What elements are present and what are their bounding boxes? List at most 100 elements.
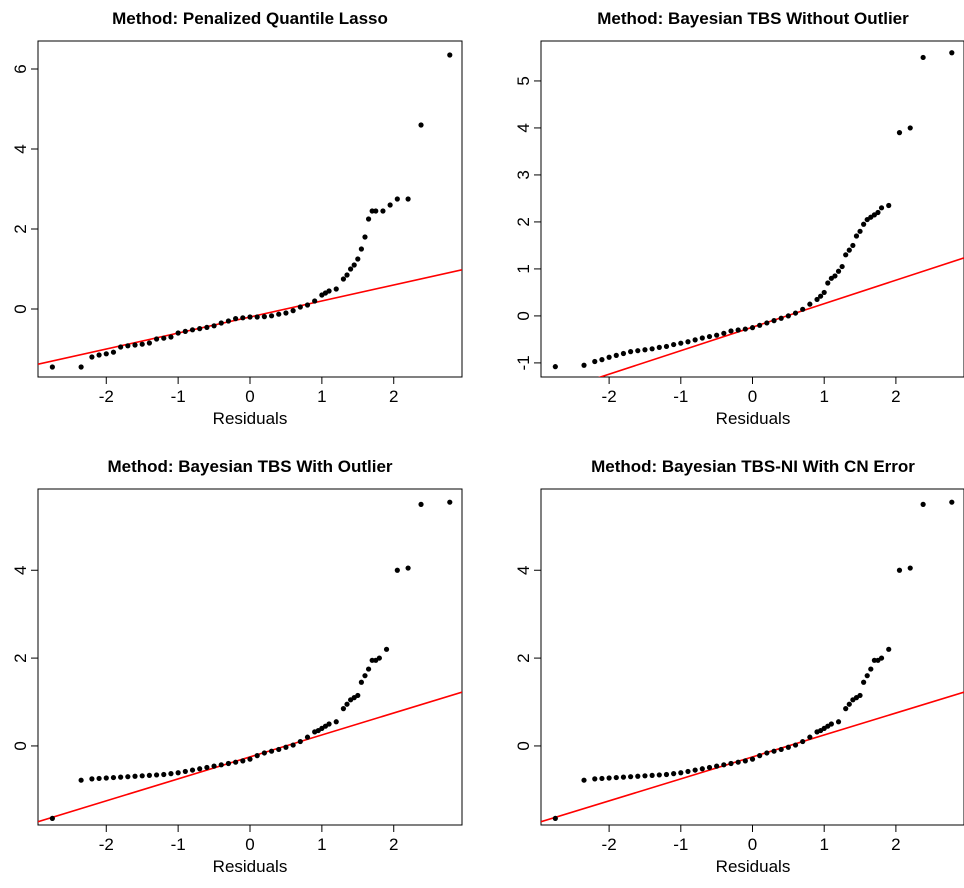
data-point (132, 342, 138, 348)
data-point (606, 775, 612, 781)
data-point (118, 774, 124, 780)
data-point (853, 233, 860, 239)
x-tick-label: -2 (99, 835, 114, 854)
data-point (706, 333, 713, 340)
y-tick-label: -1 (514, 355, 533, 370)
data-point (182, 328, 188, 334)
data-point (168, 771, 174, 777)
data-point (189, 327, 196, 333)
data-point (380, 208, 386, 214)
data-point (828, 721, 834, 727)
data-point (656, 344, 662, 350)
data-point (663, 771, 670, 778)
data-point (599, 357, 605, 363)
data-point (843, 706, 849, 712)
data-point (110, 349, 117, 355)
data-point (344, 272, 350, 278)
data-point (304, 734, 311, 740)
data-point (276, 746, 282, 753)
data-point (139, 773, 145, 779)
data-point (161, 771, 167, 778)
data-point (818, 293, 824, 299)
data-point (182, 768, 188, 775)
data-point (635, 348, 641, 354)
x-tick-label: -1 (171, 835, 186, 854)
data-point (757, 322, 763, 328)
data-point (405, 565, 411, 571)
data-point (656, 772, 662, 778)
data-point (103, 351, 109, 357)
data-point (340, 706, 347, 712)
panel-bayesian-tbs-with-outlier: Method: Bayesian TBS With Outlier Residu… (11, 457, 463, 876)
data-point (211, 323, 217, 329)
data-point (832, 273, 838, 279)
data-point (233, 316, 239, 322)
data-point (857, 228, 863, 234)
x-tick-label: -2 (99, 387, 114, 406)
data-point (340, 276, 347, 282)
y-tick-label: 1 (514, 264, 533, 273)
data-point (735, 327, 741, 333)
data-point (297, 738, 303, 745)
data-point (764, 750, 770, 756)
data-point (620, 774, 627, 780)
y-tick-label: 0 (514, 311, 533, 320)
data-point (871, 657, 877, 663)
data-point (843, 252, 849, 258)
x-tick-label: 2 (389, 835, 398, 854)
data-point (685, 339, 691, 345)
data-point (447, 499, 453, 505)
data-point (868, 666, 874, 672)
data-point (721, 762, 727, 768)
data-point (846, 247, 852, 253)
data-point (365, 216, 372, 222)
data-point (146, 340, 152, 346)
data-point (721, 330, 727, 336)
data-point (103, 775, 109, 781)
data-point (240, 758, 246, 764)
data-point (254, 753, 260, 759)
y-tick-label: 5 (514, 76, 533, 85)
y-tick-label: 4 (514, 566, 533, 575)
data-point (290, 742, 296, 748)
data-point (405, 196, 411, 202)
plot-frame (37, 40, 463, 378)
data-point (920, 54, 926, 61)
data-point (692, 767, 698, 773)
data-point (678, 770, 684, 776)
data-point (132, 773, 138, 779)
data-point (807, 301, 813, 307)
data-point (581, 777, 587, 783)
data-point (283, 310, 289, 316)
data-point (635, 773, 641, 779)
x-tick-label: 0 (748, 387, 757, 406)
y-tick-label: 2 (11, 224, 30, 233)
data-point (814, 296, 820, 303)
data-point (857, 692, 863, 699)
data-point (663, 343, 670, 350)
data-point (764, 320, 770, 326)
data-point (581, 362, 587, 368)
data-point (261, 314, 267, 320)
data-point (835, 719, 842, 725)
data-point (211, 763, 217, 769)
x-tick-label: 0 (748, 835, 757, 854)
x-tick-label: -2 (602, 835, 617, 854)
data-point (197, 766, 203, 772)
data-point (706, 764, 713, 771)
data-point (861, 679, 867, 685)
data-point (792, 310, 799, 316)
data-point (78, 777, 84, 783)
data-point (204, 764, 210, 771)
data-point (225, 318, 232, 324)
data-point (387, 202, 393, 208)
data-point (671, 341, 677, 348)
data-point (699, 766, 705, 772)
data-point (742, 758, 748, 764)
data-point (613, 352, 619, 358)
y-tick-label: 4 (11, 144, 30, 153)
data-point (628, 349, 634, 355)
data-point (671, 771, 677, 777)
data-point (89, 776, 95, 782)
data-point (418, 501, 424, 507)
